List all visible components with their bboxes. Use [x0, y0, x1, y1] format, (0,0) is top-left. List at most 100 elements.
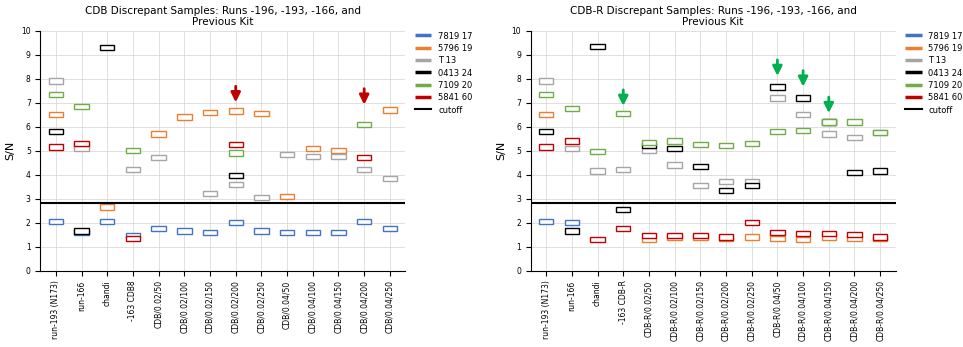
Bar: [821, 231, 836, 236]
Bar: [616, 207, 631, 212]
Bar: [228, 181, 243, 187]
Bar: [539, 112, 554, 117]
Bar: [126, 148, 141, 153]
Bar: [100, 204, 115, 210]
Bar: [177, 115, 192, 120]
Bar: [590, 149, 605, 154]
Bar: [770, 95, 785, 101]
Bar: [641, 233, 656, 238]
Bar: [616, 226, 631, 231]
Bar: [254, 228, 269, 234]
Bar: [254, 111, 269, 116]
Bar: [873, 130, 887, 135]
Bar: [744, 183, 759, 188]
Y-axis label: S/N: S/N: [6, 141, 15, 160]
Bar: [795, 237, 810, 242]
Bar: [74, 146, 89, 151]
Bar: [667, 146, 682, 151]
Bar: [305, 146, 320, 151]
Bar: [821, 119, 836, 125]
Bar: [821, 234, 836, 240]
Bar: [151, 226, 166, 231]
Bar: [331, 154, 346, 159]
Bar: [718, 188, 733, 193]
Bar: [718, 143, 733, 149]
Bar: [228, 150, 243, 156]
Bar: [873, 236, 887, 241]
Bar: [873, 234, 887, 240]
Bar: [744, 220, 759, 225]
Bar: [795, 95, 810, 101]
Bar: [382, 226, 397, 231]
Bar: [151, 155, 166, 161]
Bar: [357, 155, 372, 161]
Bar: [873, 130, 887, 135]
Bar: [49, 219, 63, 224]
Bar: [49, 78, 63, 84]
Bar: [280, 152, 295, 157]
Bar: [228, 173, 243, 178]
Bar: [770, 236, 785, 241]
Bar: [718, 179, 733, 185]
Bar: [744, 179, 759, 185]
Bar: [821, 131, 836, 136]
Bar: [847, 135, 862, 140]
Bar: [357, 219, 372, 224]
Bar: [667, 138, 682, 144]
Bar: [590, 168, 605, 174]
Bar: [539, 78, 554, 84]
Bar: [718, 234, 733, 240]
Bar: [49, 129, 63, 134]
Bar: [203, 191, 218, 196]
Bar: [795, 231, 810, 236]
Bar: [305, 230, 320, 235]
Bar: [100, 45, 115, 50]
Bar: [641, 148, 656, 153]
Bar: [331, 230, 346, 235]
Bar: [74, 228, 89, 234]
Bar: [49, 144, 63, 150]
Bar: [151, 131, 166, 136]
Bar: [357, 122, 372, 127]
Bar: [203, 110, 218, 115]
Bar: [667, 162, 682, 168]
Bar: [873, 168, 887, 174]
Bar: [228, 108, 243, 114]
Bar: [564, 220, 579, 225]
Bar: [847, 232, 862, 237]
Bar: [539, 129, 554, 134]
Bar: [590, 44, 605, 49]
Bar: [693, 233, 708, 238]
Bar: [847, 119, 862, 125]
Bar: [74, 104, 89, 109]
Bar: [795, 128, 810, 133]
Bar: [305, 154, 320, 159]
Bar: [357, 167, 372, 172]
Bar: [100, 219, 115, 224]
Bar: [74, 230, 89, 235]
Bar: [49, 112, 63, 117]
Bar: [203, 230, 218, 235]
Bar: [564, 138, 579, 144]
Bar: [693, 142, 708, 147]
Bar: [667, 233, 682, 238]
Bar: [74, 143, 89, 149]
Bar: [49, 92, 63, 97]
Bar: [228, 220, 243, 225]
Bar: [126, 167, 141, 172]
Bar: [744, 234, 759, 240]
Bar: [564, 146, 579, 151]
Bar: [770, 84, 785, 90]
Bar: [74, 141, 89, 146]
Bar: [641, 139, 656, 145]
Legend: 7819 17, 5796 19, T 13, 0413 24, 7109 20, 5841 60, cutoff: 7819 17, 5796 19, T 13, 0413 24, 7109 20…: [903, 30, 963, 116]
Title: CDB-R Discrepant Samples: Runs -196, -193, -166, and
Previous Kit: CDB-R Discrepant Samples: Runs -196, -19…: [570, 6, 857, 27]
Bar: [382, 107, 397, 112]
Bar: [718, 236, 733, 241]
Bar: [126, 236, 141, 241]
Bar: [254, 195, 269, 200]
Bar: [564, 228, 579, 234]
Bar: [847, 236, 862, 241]
Bar: [821, 119, 836, 125]
Bar: [331, 148, 346, 153]
